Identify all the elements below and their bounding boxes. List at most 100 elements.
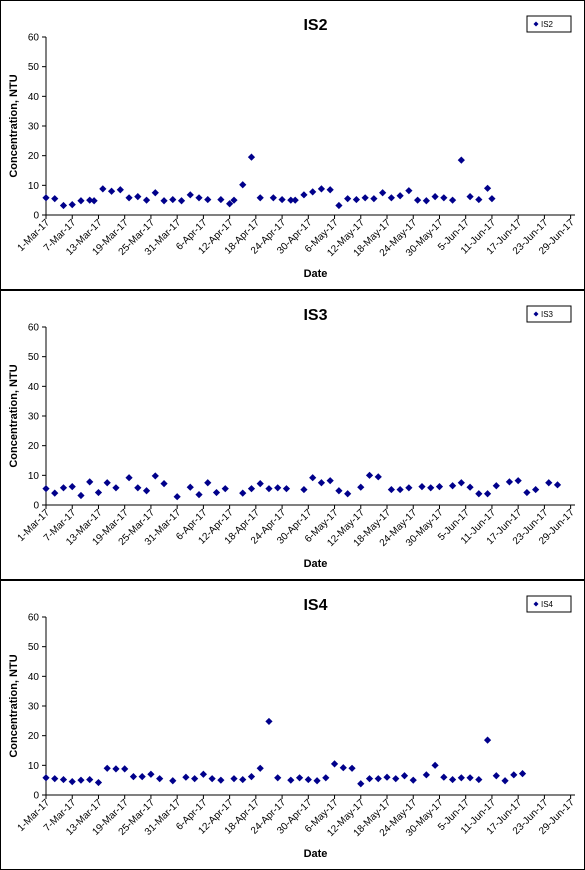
data-point xyxy=(121,765,129,773)
data-point xyxy=(186,191,194,199)
data-point xyxy=(199,770,207,778)
y-tick-label: 0 xyxy=(33,791,39,802)
y-tick-label: 30 xyxy=(28,702,40,713)
y-tick-label: 60 xyxy=(28,613,40,624)
data-point xyxy=(330,760,339,768)
data-point xyxy=(405,484,413,492)
data-point xyxy=(256,764,264,772)
data-point xyxy=(317,185,326,193)
data-point xyxy=(313,777,321,785)
data-point xyxy=(182,773,190,781)
data-point xyxy=(357,780,365,788)
data-point xyxy=(160,197,168,205)
data-point xyxy=(435,483,444,491)
data-point xyxy=(431,761,439,769)
data-point xyxy=(510,771,518,779)
data-point xyxy=(427,484,435,492)
data-point xyxy=(247,153,256,161)
data-point xyxy=(265,717,273,726)
y-tick-label: 50 xyxy=(28,642,40,653)
y-axis-label: Concentration, NTU xyxy=(8,364,20,467)
data-point xyxy=(383,773,391,781)
data-point xyxy=(418,483,426,491)
y-tick-label: 40 xyxy=(28,382,40,393)
data-point xyxy=(51,195,59,203)
data-series-is2 xyxy=(42,153,496,210)
chart-panel-is4: IS401020304050601-Mar-177-Mar-1713-Mar-1… xyxy=(0,580,585,870)
y-tick-label: 10 xyxy=(28,761,40,772)
data-point xyxy=(151,189,159,197)
y-tick-label: 0 xyxy=(33,501,39,512)
data-point xyxy=(230,775,238,783)
data-point xyxy=(492,482,500,490)
data-point xyxy=(414,196,422,204)
data-point xyxy=(177,197,186,205)
data-point xyxy=(274,774,282,782)
data-point xyxy=(107,187,116,195)
legend-box xyxy=(526,305,572,323)
data-point xyxy=(466,193,474,201)
data-point xyxy=(247,485,256,493)
data-point xyxy=(326,186,334,194)
y-tick-label: 60 xyxy=(28,323,40,334)
data-point xyxy=(457,479,465,487)
data-point xyxy=(291,196,299,204)
data-point xyxy=(68,201,76,209)
data-point xyxy=(409,776,417,784)
data-point xyxy=(387,194,395,202)
data-point xyxy=(151,472,159,480)
legend-label: IS2 xyxy=(541,20,554,29)
data-point xyxy=(374,775,382,783)
x-axis-label: Date xyxy=(304,848,328,860)
data-point xyxy=(217,195,225,204)
data-point xyxy=(77,491,85,500)
data-point xyxy=(90,197,98,205)
data-point xyxy=(352,195,361,204)
data-point xyxy=(300,191,308,199)
data-point xyxy=(51,489,59,497)
data-point xyxy=(269,194,277,202)
data-point xyxy=(156,775,164,783)
data-point xyxy=(59,484,68,492)
data-point xyxy=(116,186,124,194)
data-point xyxy=(42,194,50,202)
y-tick-label: 20 xyxy=(28,151,40,162)
data-point xyxy=(134,193,142,201)
data-point xyxy=(212,488,221,497)
data-point xyxy=(103,479,111,487)
data-point xyxy=(440,194,448,202)
data-point xyxy=(466,483,474,491)
data-point xyxy=(505,478,514,486)
y-tick-label: 50 xyxy=(28,62,40,73)
data-point xyxy=(138,773,146,781)
data-point xyxy=(322,774,330,782)
chart-title: IS3 xyxy=(303,307,327,324)
x-axis-label: Date xyxy=(304,558,328,570)
data-point xyxy=(405,187,413,195)
data-point xyxy=(208,775,216,783)
data-point xyxy=(160,480,168,488)
legend: IS4 xyxy=(526,595,572,613)
data-point xyxy=(125,194,133,202)
legend: IS3 xyxy=(526,305,572,323)
data-point xyxy=(239,775,247,784)
data-point xyxy=(256,480,264,488)
y-tick-label: 40 xyxy=(28,92,40,103)
data-point xyxy=(282,485,291,493)
legend-marker-icon xyxy=(533,311,539,317)
panel-border xyxy=(0,0,585,290)
data-point xyxy=(125,474,133,482)
data-point xyxy=(239,489,247,497)
data-point xyxy=(387,485,395,494)
data-point xyxy=(392,775,400,783)
data-point xyxy=(309,474,317,482)
legend-label: IS3 xyxy=(541,310,554,319)
data-point xyxy=(361,194,369,202)
data-point xyxy=(186,483,194,491)
data-point xyxy=(545,479,553,487)
data-point xyxy=(230,196,238,204)
data-point xyxy=(77,197,85,205)
data-point xyxy=(59,775,68,784)
data-point xyxy=(204,479,212,487)
chart-panel-is3: IS301020304050601-Mar-177-Mar-1713-Mar-1… xyxy=(0,290,585,580)
